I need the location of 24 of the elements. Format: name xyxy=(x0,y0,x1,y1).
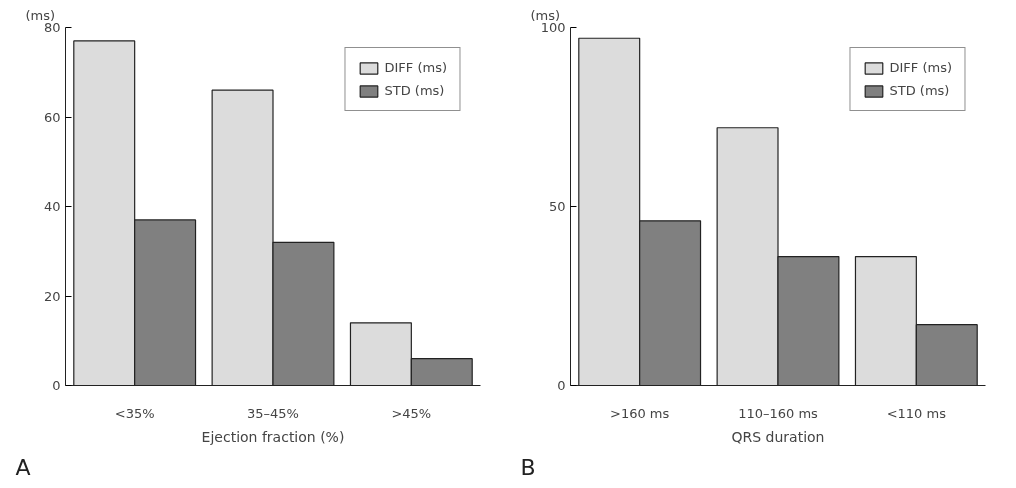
legend-label: DIFF (ms) xyxy=(384,60,447,75)
legend-label: DIFF (ms) xyxy=(889,60,952,75)
x-tick-label: <35% xyxy=(114,405,155,421)
x-axis-title: Ejection fraction (%) xyxy=(201,428,345,445)
y-tick-label: 20 xyxy=(43,288,61,304)
legend-label: STD (ms) xyxy=(384,83,445,98)
y-axis-title: (ms) xyxy=(530,7,561,23)
x-tick-label: 35–45% xyxy=(247,405,299,421)
text: B xyxy=(520,454,536,480)
y-tick-label: 40 xyxy=(43,199,61,214)
y-tick-label: 50 xyxy=(548,199,566,214)
x-tick-label: >160 ms xyxy=(610,405,670,421)
y-tick-label: 0 xyxy=(557,378,566,393)
y-tick-label: 0 xyxy=(52,378,61,393)
legend-label: STD (ms) xyxy=(889,83,950,98)
y-tick-label: 80 xyxy=(43,20,61,35)
x-tick-label: 110–160 ms xyxy=(738,405,819,421)
y-tick-label: 100 xyxy=(540,20,566,35)
x-tick-label: >45% xyxy=(391,405,432,421)
y-axis-title: (ms) xyxy=(25,7,56,23)
x-axis-title: QRS duration xyxy=(731,428,825,445)
y-tick-label: 60 xyxy=(43,109,61,125)
text: A xyxy=(15,454,31,480)
x-tick-label: <110 ms xyxy=(886,405,947,421)
